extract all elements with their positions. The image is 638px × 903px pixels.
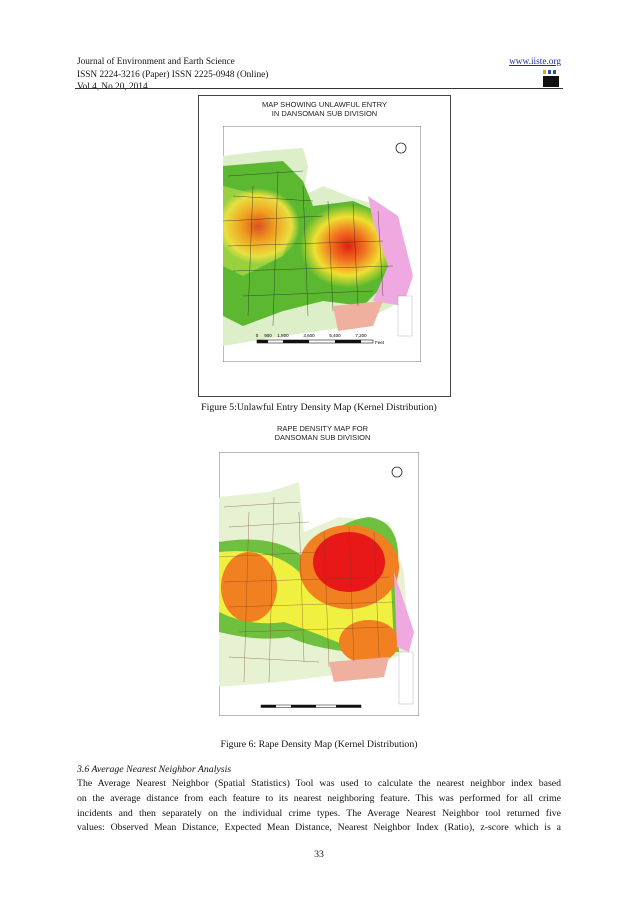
- website-link[interactable]: www.iiste.org: [509, 57, 561, 67]
- scale-label: 3,600: [303, 333, 315, 338]
- scale-bar: [260, 704, 362, 708]
- journal-header: Journal of Environment and Earth Science…: [77, 56, 268, 94]
- paragraph-line: incidents and then separately on the ind…: [77, 807, 561, 819]
- page-number: 33: [314, 849, 324, 860]
- header-rule: [75, 88, 563, 89]
- scale-label: 5,400: [329, 333, 341, 338]
- journal-issn: ISSN 2224-3216 (Paper) ISSN 2225-0948 (O…: [77, 69, 269, 80]
- journal-title: Journal of Environment and Earth Science: [77, 57, 235, 67]
- map-legend: [397, 295, 413, 337]
- rape-density-map: [219, 452, 419, 716]
- paragraph-line: The Average Nearest Neighbor (Spatial St…: [77, 778, 561, 789]
- scale-bar: [256, 339, 374, 344]
- paragraph-line: values: Observed Mean Distance, Expected…: [77, 822, 561, 834]
- map-legend: [398, 651, 414, 705]
- map-title: MAP SHOWING UNLAWFUL ENTRY IN DANSOMAN S…: [261, 100, 387, 118]
- scale-label: 7,200: [355, 333, 367, 338]
- scale-label: 0: [256, 333, 259, 338]
- scale-label: 900: [264, 333, 272, 338]
- north-arrow-icon: [391, 466, 403, 478]
- figure-5-unlawful-entry-map: MAP SHOWING UNLAWFUL ENTRY IN DANSOMAN S…: [198, 95, 451, 397]
- body-paragraph: The Average Nearest Neighbor (Spatial St…: [77, 777, 561, 836]
- north-arrow-icon: [395, 142, 407, 154]
- unlawful-entry-density-map: 0 900 1,800 3,600 5,400 7,200 Feet: [223, 126, 421, 362]
- scale-label: 1,800: [277, 333, 289, 338]
- figure-6-rape-density-map: RAPE DENSITY MAP FOR DANSOMAN SUB DIVISI…: [205, 424, 440, 729]
- section-heading: 3.6 Average Nearest Neighbor Analysis: [77, 764, 232, 775]
- scale-label: Feet: [375, 340, 385, 345]
- figure-6-caption: Figure 6: Rape Density Map (Kernel Distr…: [220, 739, 418, 750]
- map-title: RAPE DENSITY MAP FOR DANSOMAN SUB DIVISI…: [274, 424, 371, 442]
- journal-volume: Vol.4, No.20, 2014: [77, 82, 148, 92]
- iiste-logo: [543, 70, 559, 87]
- figure-5-caption: Figure 5:Unlawful Entry Density Map (Ker…: [201, 402, 437, 413]
- paragraph-line: on the average distance from each featur…: [77, 792, 561, 804]
